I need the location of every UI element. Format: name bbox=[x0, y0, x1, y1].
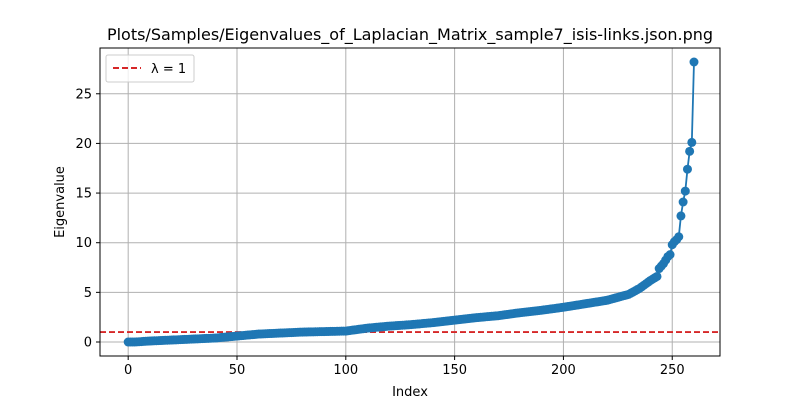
data-point bbox=[685, 146, 695, 156]
chart-title: Plots/Samples/Eigenvalues_of_Laplacian_M… bbox=[107, 25, 713, 45]
series-layer bbox=[123, 57, 699, 347]
data-point bbox=[678, 197, 688, 207]
data-point bbox=[687, 137, 697, 147]
y-axis-ticks: 0 5 10 15 20 25 bbox=[75, 87, 100, 351]
data-point bbox=[680, 186, 690, 196]
data-point bbox=[682, 164, 692, 174]
y-tick-label: 20 bbox=[75, 137, 92, 152]
x-tick-label: 50 bbox=[229, 363, 246, 378]
grid-lines bbox=[100, 48, 720, 356]
y-tick-label: 0 bbox=[84, 336, 92, 351]
y-tick-label: 10 bbox=[75, 236, 92, 251]
x-axis-label: Index bbox=[392, 385, 428, 400]
x-tick-label: 250 bbox=[660, 363, 685, 378]
y-tick-label: 15 bbox=[75, 187, 92, 202]
y-tick-label: 5 bbox=[84, 286, 92, 301]
x-axis-ticks: 0 50 100 150 200 250 bbox=[124, 356, 685, 378]
data-point bbox=[652, 271, 662, 281]
x-tick-label: 100 bbox=[333, 363, 358, 378]
legend-label: λ = 1 bbox=[151, 62, 186, 77]
y-axis-label: Eigenvalue bbox=[53, 166, 68, 238]
data-point bbox=[676, 211, 686, 221]
data-point bbox=[674, 232, 684, 242]
legend-box bbox=[105, 54, 195, 83]
plot-frame bbox=[99, 47, 721, 357]
x-tick-label: 150 bbox=[442, 363, 467, 378]
y-tick-label: 25 bbox=[75, 87, 92, 102]
legend: λ = 1 bbox=[105, 54, 195, 83]
x-tick-label: 200 bbox=[551, 363, 576, 378]
data-point bbox=[689, 57, 699, 67]
x-tick-label: 0 bbox=[124, 363, 132, 378]
data-point bbox=[665, 250, 675, 260]
